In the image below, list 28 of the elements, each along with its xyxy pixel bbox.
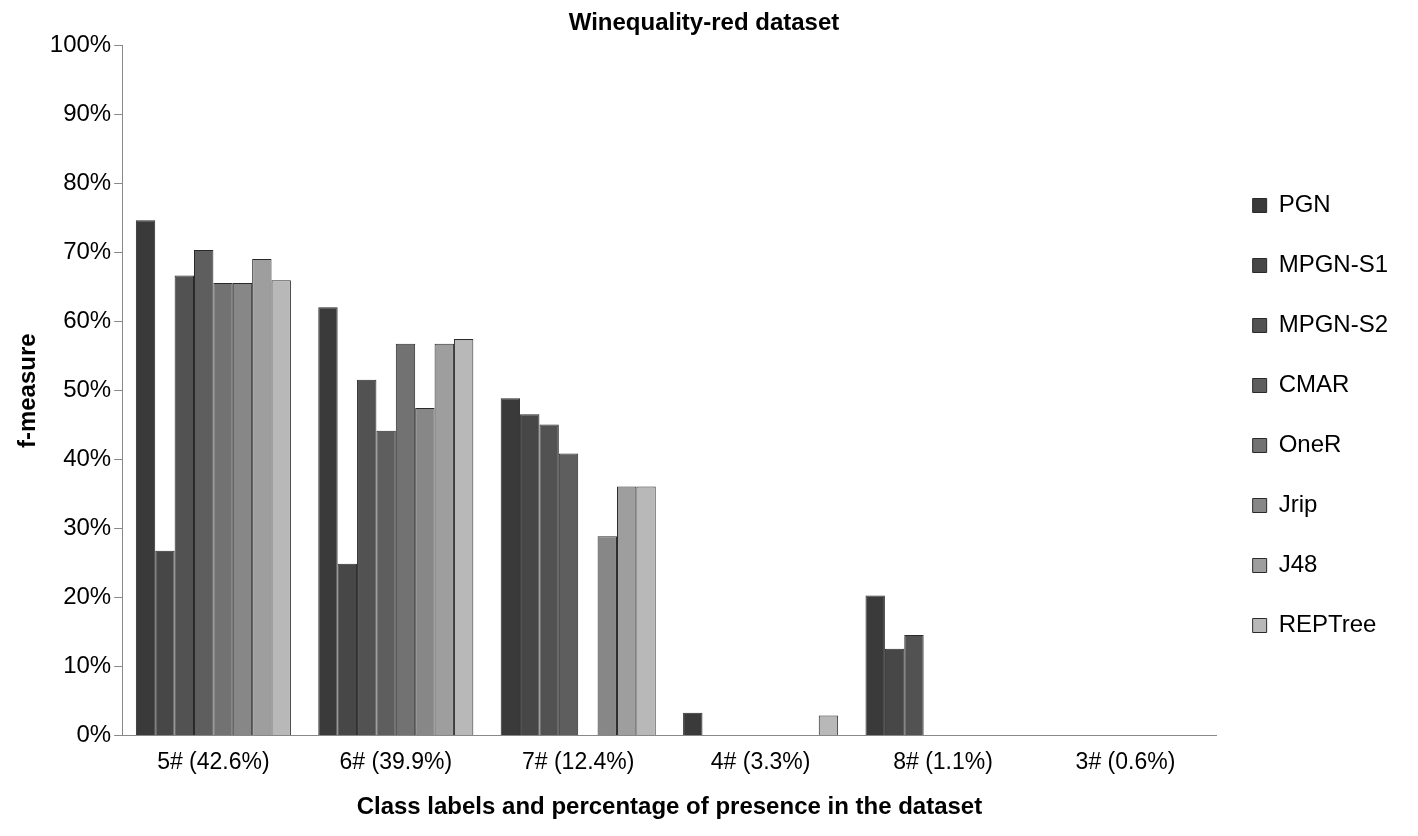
chart-title: Winequality-red dataset [568, 8, 840, 36]
x-tick-label: 5# (42.6%) [157, 747, 270, 774]
legend-label: CMAR [1278, 370, 1350, 398]
legend-label: MPGN-S2 [1278, 310, 1389, 338]
legend-label: MPGN-S1 [1278, 250, 1389, 278]
y-tick-label: 70% [63, 237, 112, 265]
x-tick-label: 4# (3.3%) [710, 747, 811, 774]
y-tick-label: 60% [63, 306, 112, 334]
legend-label: REPTree [1278, 610, 1377, 638]
y-tick-label: 0% [76, 720, 112, 748]
x-tick-label: 8# (1.1%) [893, 747, 993, 774]
y-tick-label: 90% [63, 99, 112, 127]
y-tick-label: 30% [63, 513, 112, 541]
legend-label: PGN [1278, 190, 1331, 218]
legend-label: Jrip [1278, 490, 1318, 518]
legend-label: OneR [1278, 430, 1342, 458]
y-tick-label: 100% [49, 30, 112, 58]
x-tick-label: 7# (12.4%) [521, 747, 635, 774]
y-tick-label: 50% [63, 375, 112, 403]
legend-label: J48 [1278, 550, 1318, 578]
y-tick-label: 10% [63, 651, 112, 679]
y-tick-label: 80% [63, 168, 112, 196]
y-tick-label: 20% [63, 582, 112, 610]
x-axis-title: Class labels and percentage of presence in the dataset [356, 792, 983, 820]
x-tick-label: 6# (39.9%) [339, 747, 453, 774]
y-tick-label: 40% [63, 444, 112, 472]
x-tick-label: 3# (0.6%) [1075, 747, 1176, 774]
y-axis-title: f-measure [13, 333, 41, 449]
